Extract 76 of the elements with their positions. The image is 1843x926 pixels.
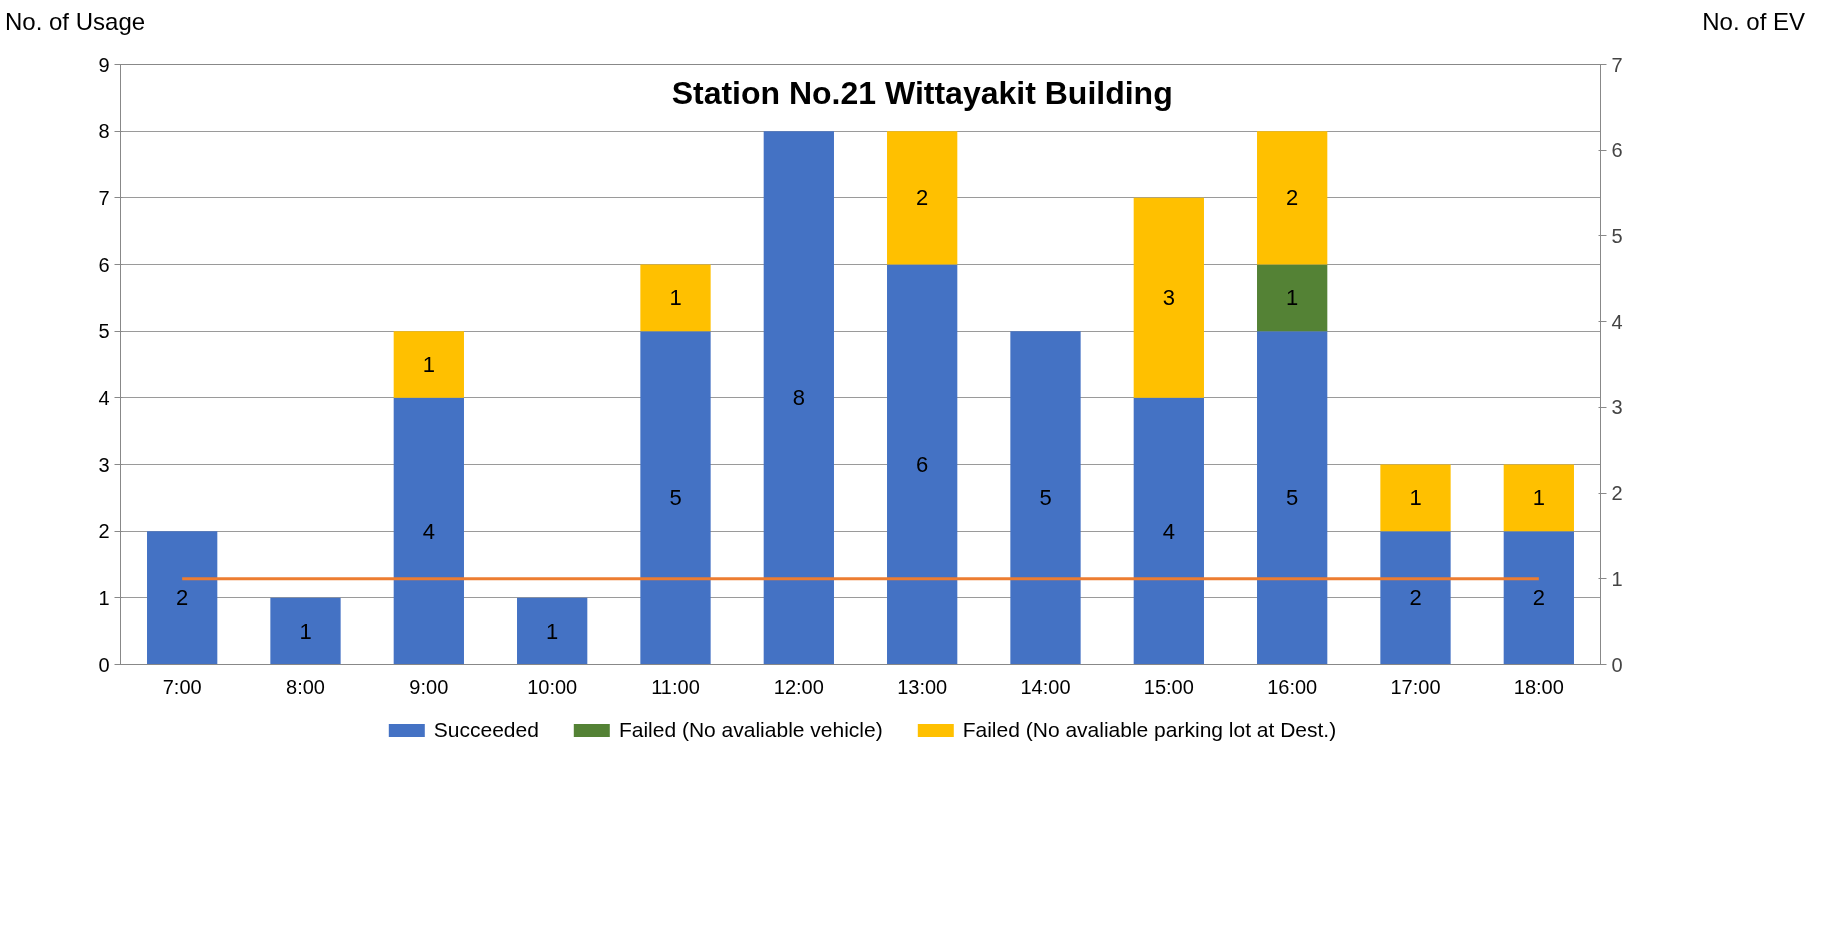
y2-tick-label: 5: [1611, 224, 1623, 247]
x-tick-label: 12:00: [773, 675, 824, 698]
y-tick-label: 0: [98, 653, 110, 676]
data-label: 1: [422, 352, 435, 377]
bar: [887, 264, 958, 665]
y-tick-label: 7: [98, 186, 110, 209]
data-label: 6: [916, 452, 929, 477]
y2-axis-title: No. of EV: [1702, 7, 1805, 37]
bar: [393, 331, 464, 398]
data-label: 1: [1532, 485, 1545, 511]
data-label: 2: [1409, 585, 1422, 611]
bar: [1133, 397, 1204, 665]
data-label: 1: [546, 618, 559, 644]
legend-label: Failed (No avaliable vehicle): [618, 718, 883, 742]
x-tick-label: 8:00: [286, 675, 325, 698]
bar: [1503, 464, 1574, 532]
bar: [147, 531, 218, 665]
chart-title: Station No.21 Wittayakit Building: [671, 74, 1173, 111]
legend-label: Succeeded: [433, 718, 539, 742]
bar: [1380, 464, 1451, 532]
x-tick-label: 11:00: [651, 675, 700, 698]
bar: [517, 597, 588, 665]
legend-label: Failed (No avaliable parking lot at Dest.): [962, 718, 1337, 742]
x-tick-label: 13:00: [897, 675, 948, 698]
x-tick-label: 16:00: [1267, 675, 1318, 698]
data-label: 5: [1039, 485, 1052, 511]
x-tick-label: 14:00: [1020, 675, 1071, 698]
y2-tick-label: 6: [1611, 139, 1623, 162]
data-label: 1: [669, 285, 682, 311]
data-label: 2: [916, 185, 929, 211]
bar: [1257, 131, 1328, 265]
data-label: 1: [1409, 485, 1422, 511]
bar: [270, 597, 341, 665]
y2-tick-label: 2: [1611, 482, 1623, 505]
x-tick-label: 7:00: [162, 675, 202, 698]
bar: [1503, 531, 1574, 665]
data-label: 2: [1532, 585, 1545, 611]
y-tick-label: 3: [98, 453, 110, 476]
y2-tick-label: 1: [1611, 567, 1623, 590]
data-label: 1: [299, 618, 312, 644]
bar: [1380, 531, 1451, 665]
bar: [763, 131, 834, 665]
x-tick-label: 18:00: [1513, 675, 1564, 698]
y-tick-label: 8: [98, 120, 110, 143]
y2-tick-label: 7: [1611, 53, 1623, 76]
data-label: 2: [1286, 185, 1299, 211]
y-tick-label: 5: [98, 320, 110, 343]
y-tick-label: 1: [98, 586, 110, 609]
data-label: 5: [669, 485, 682, 511]
bar: [393, 397, 464, 665]
y2-tick-label: 3: [1611, 396, 1623, 419]
bar: [1257, 264, 1328, 332]
data-label: 2: [176, 585, 189, 611]
bar: [887, 131, 958, 265]
y-tick-label: 4: [98, 386, 110, 409]
bar: [1257, 331, 1328, 665]
bar: [640, 264, 711, 332]
y-tick-label: 9: [98, 53, 110, 76]
bar: [640, 331, 711, 665]
bar: [1133, 197, 1204, 398]
x-tick-label: 9:00: [409, 675, 449, 698]
data-label: 8: [792, 385, 805, 411]
bar: [1010, 331, 1081, 665]
x-tick-label: 15:00: [1143, 675, 1194, 698]
x-tick-label: 17:00: [1390, 675, 1441, 698]
y-tick-label: 6: [98, 253, 110, 276]
data-label: 4: [422, 518, 435, 544]
y2-tick-label: 0: [1611, 653, 1623, 676]
x-tick-label: 10:00: [527, 675, 578, 698]
data-label: 1: [1286, 285, 1299, 311]
data-label: 4: [1162, 518, 1175, 544]
data-label: 3: [1162, 285, 1175, 311]
data-label: 5: [1286, 485, 1299, 511]
y-axis-title: No. of Usage: [5, 7, 146, 37]
y2-tick-label: 4: [1611, 310, 1623, 333]
y-tick-label: 2: [98, 520, 110, 543]
